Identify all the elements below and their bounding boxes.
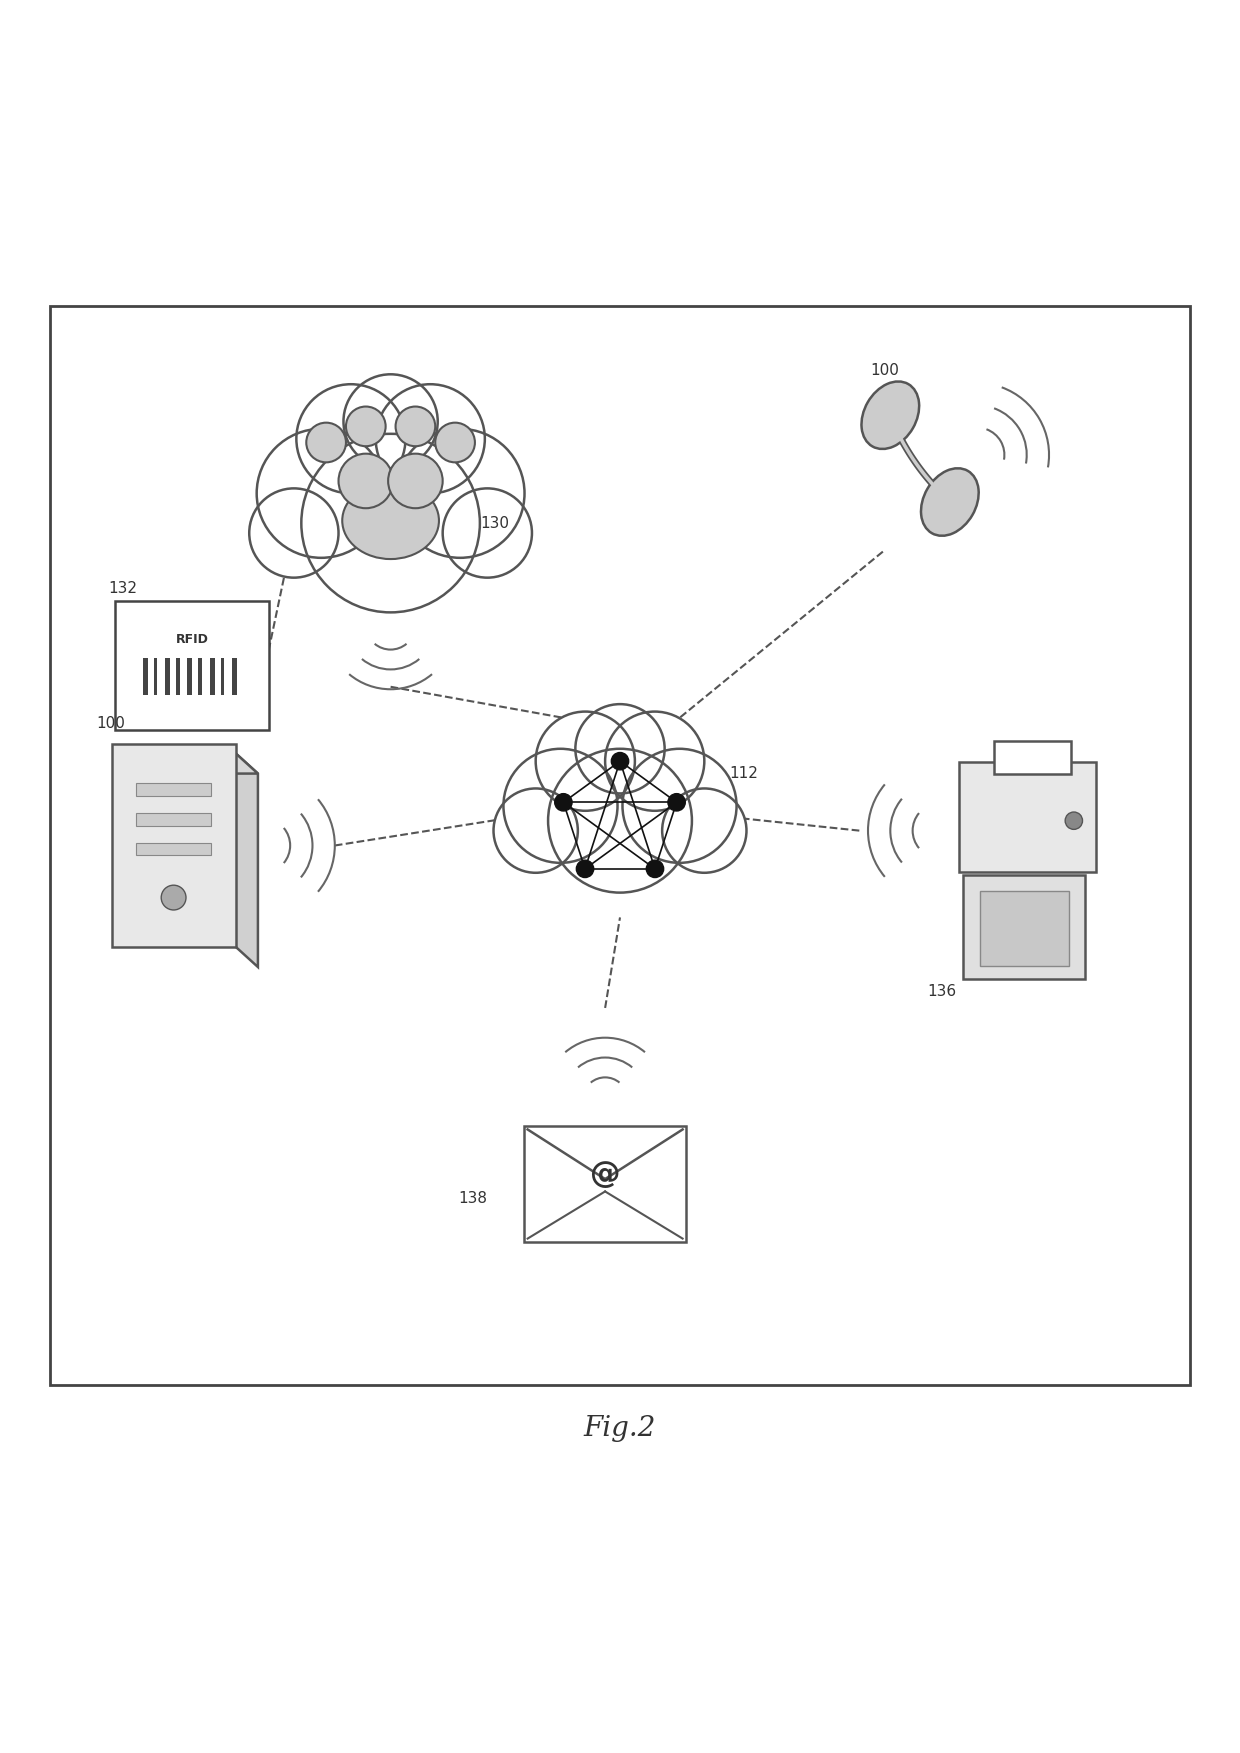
Circle shape — [161, 885, 186, 910]
Text: 136: 136 — [928, 985, 956, 999]
Circle shape — [306, 422, 346, 463]
Circle shape — [605, 712, 704, 812]
Circle shape — [1065, 812, 1083, 829]
Circle shape — [346, 407, 386, 447]
FancyBboxPatch shape — [198, 659, 202, 696]
FancyBboxPatch shape — [959, 763, 1096, 871]
Circle shape — [301, 433, 480, 612]
Circle shape — [435, 422, 475, 463]
FancyBboxPatch shape — [136, 843, 211, 855]
Text: 112: 112 — [729, 766, 758, 782]
Circle shape — [646, 861, 663, 878]
Circle shape — [396, 407, 435, 447]
Circle shape — [376, 384, 485, 493]
Circle shape — [503, 749, 618, 862]
Circle shape — [443, 489, 532, 578]
FancyBboxPatch shape — [963, 875, 1085, 980]
Ellipse shape — [862, 382, 919, 449]
Circle shape — [536, 712, 635, 812]
Polygon shape — [231, 749, 258, 968]
Circle shape — [257, 429, 386, 557]
FancyBboxPatch shape — [143, 659, 148, 696]
FancyBboxPatch shape — [154, 659, 157, 696]
Ellipse shape — [921, 468, 978, 536]
Text: 132: 132 — [108, 582, 136, 596]
FancyBboxPatch shape — [210, 659, 215, 696]
FancyBboxPatch shape — [994, 742, 1071, 773]
Polygon shape — [117, 749, 258, 773]
FancyBboxPatch shape — [176, 659, 180, 696]
Circle shape — [668, 794, 686, 812]
FancyBboxPatch shape — [232, 659, 237, 696]
FancyBboxPatch shape — [115, 601, 269, 731]
Circle shape — [343, 375, 438, 468]
FancyBboxPatch shape — [50, 307, 1190, 1385]
Circle shape — [388, 454, 443, 508]
Text: RFID: RFID — [176, 633, 208, 645]
Circle shape — [662, 789, 746, 873]
Circle shape — [548, 749, 692, 892]
Text: 130: 130 — [480, 515, 508, 531]
FancyBboxPatch shape — [523, 1125, 687, 1243]
FancyBboxPatch shape — [136, 813, 211, 826]
Circle shape — [296, 384, 405, 493]
FancyBboxPatch shape — [165, 659, 170, 696]
Ellipse shape — [342, 482, 439, 559]
Circle shape — [339, 454, 393, 508]
Text: 138: 138 — [459, 1192, 487, 1206]
Text: 100: 100 — [97, 717, 125, 731]
FancyBboxPatch shape — [187, 659, 192, 696]
Text: 100: 100 — [870, 363, 899, 379]
FancyBboxPatch shape — [221, 659, 224, 696]
Circle shape — [249, 489, 339, 578]
FancyBboxPatch shape — [980, 891, 1069, 966]
FancyBboxPatch shape — [112, 743, 236, 947]
Circle shape — [554, 794, 572, 812]
Circle shape — [575, 705, 665, 794]
FancyBboxPatch shape — [136, 784, 211, 796]
Circle shape — [396, 429, 525, 557]
Text: @: @ — [590, 1159, 620, 1189]
Text: Fig.2: Fig.2 — [584, 1415, 656, 1441]
Circle shape — [622, 749, 737, 862]
Circle shape — [577, 861, 594, 878]
Circle shape — [494, 789, 578, 873]
Circle shape — [611, 752, 629, 770]
